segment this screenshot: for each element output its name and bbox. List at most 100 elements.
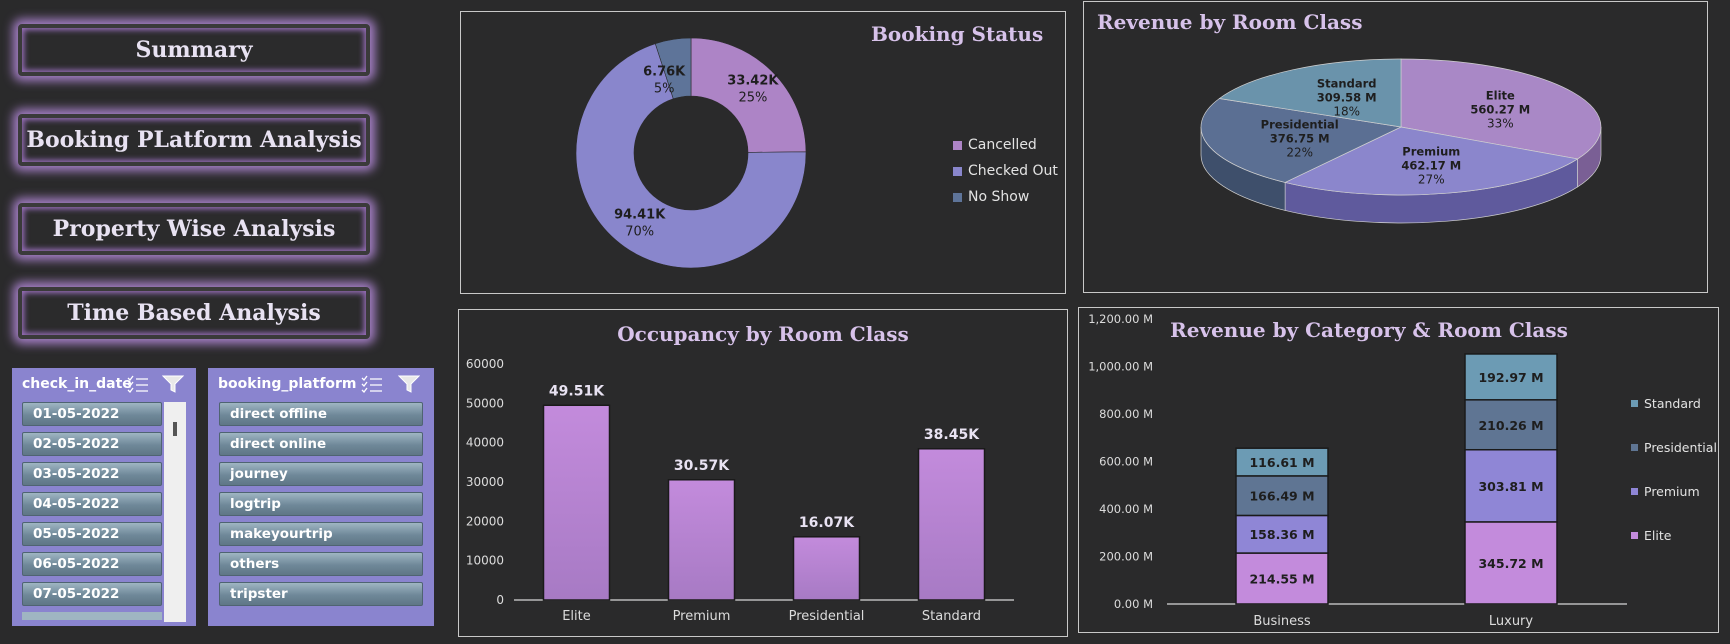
pie-percent-label: 27% [1418,172,1445,186]
legend-label: Presidential [1644,440,1717,455]
slicer-item-platform[interactable]: direct online [219,432,423,456]
y-tick-label: 50000 [466,396,504,410]
bar-data-label: 30.57K [674,458,730,474]
slicer-item-label: 02-05-2022 [33,436,120,452]
legend-label: No Show [968,189,1030,205]
booking-status-title: Booking Status [871,22,1044,46]
booking-platform-slicer-title: booking_platform [218,376,357,392]
slicer-item-label: logtrip [230,496,281,512]
y-tick-label: 0.00 M [1114,597,1153,611]
revenue-by-category-stacked-chart: 0.00 M 200.00 M 400.00 M 600.00 M 800.00 M 1,… [1088,312,1627,629]
booking-platform-analysis-label: Booking PLatform Analysis [26,127,362,153]
x-tick-label: Business [1253,614,1311,629]
slicer-item-date[interactable]: 02-05-2022 [22,432,162,456]
bar-data-label: 49.51K [549,383,605,399]
donut-slice-cancelled [690,37,807,153]
slicer-item-date[interactable]: 01-05-2022 [22,402,162,426]
y-tick-label: 400.00 M [1099,502,1153,516]
x-tick-label: Standard [922,609,981,624]
donut-value-label: 6.76K [643,64,686,79]
bar-data-label: 38.45K [924,427,980,443]
y-tick-label: 200.00 M [1099,550,1153,564]
occupancy-title: Occupancy by Room Class [617,322,909,346]
bar-elite [542,404,611,601]
donut-slice-checked-out [575,43,807,269]
property-wise-analysis-button[interactable]: Property Wise Analysis [18,203,370,255]
y-tick-label: 1,200.00 M [1088,312,1153,326]
pie-value-label: 376.75 M [1270,132,1330,146]
bar-premium [667,479,736,601]
check-in-date-slicer-header: check_in_date [12,368,196,400]
y-tick-label: 600.00 M [1099,455,1153,469]
slicer-item-date[interactable]: 05-05-2022 [22,522,162,546]
legend-item-no-show: No Show [953,189,1029,205]
stack-data-label: 166.49 M [1249,489,1314,504]
slicer-item-label: others [230,556,280,572]
slicer-item-partial [22,612,162,620]
stack-data-label: 345.72 M [1478,556,1543,571]
y-tick-label: 60000 [466,357,504,371]
y-tick-label: 20000 [466,514,504,528]
slicer-scrollbar[interactable] [164,402,186,622]
time-based-analysis-button[interactable]: Time Based Analysis [18,287,370,339]
x-tick-label: Premium [673,609,731,624]
pie-value-label: 462.17 M [1401,158,1461,172]
pie-category-label: Presidential [1261,118,1339,132]
slicer-item-label: 03-05-2022 [33,466,120,482]
slicer-item-label: journey [230,466,288,482]
slicer-item-platform[interactable]: journey [219,462,423,486]
legend-swatch [953,192,962,202]
donut-value-label: 94.41K [614,208,666,223]
slicer-item-label: 06-05-2022 [33,556,120,572]
slicer-item-platform[interactable]: tripster [219,582,423,606]
donut-percent-label: 25% [738,90,767,105]
booking-platform-analysis-button[interactable]: Booking PLatform Analysis [18,114,370,166]
slicer-item-date[interactable]: 07-05-2022 [22,582,162,606]
pie-slice-standard [1218,58,1402,128]
scrollbar-thumb[interactable] [173,422,177,436]
summary-button[interactable]: Summary [18,24,370,76]
stack-data-label: 158.36 M [1249,527,1314,542]
pie-percent-label: 18% [1333,104,1360,118]
slicer-item-date[interactable]: 04-05-2022 [22,492,162,516]
occupancy-chart-panel: Occupancy by Room Class 0 10000 20000 30000… [458,309,1068,637]
slicer-item-platform[interactable]: makeyourtrip [219,522,423,546]
check-in-date-slicer: check_in_date 01-05-2022 02-05-2022 03-0… [12,368,196,626]
slicer-item-label: direct online [230,436,327,452]
pie-category-label: Standard [1317,76,1377,90]
revenue-by-category-panel: Revenue by Category & Room Class 0.00 M 2… [1078,307,1719,633]
booking-platform-slicer-header: booking_platform [208,368,434,400]
legend-label: Cancelled [968,137,1037,153]
legend-label: Standard [1644,396,1701,411]
legend-label: Elite [1644,528,1672,543]
multi-select-icon[interactable] [360,374,384,394]
stack-segment-premium [1464,448,1558,523]
stack-segment-elite [1235,552,1329,605]
stack-data-label: 214.55 M [1249,572,1314,587]
slicer-item-platform[interactable]: others [219,552,423,576]
multi-select-icon[interactable] [126,374,150,394]
y-tick-label: 800.00 M [1099,407,1153,421]
stack-data-label: 210.26 M [1478,418,1543,433]
clear-filter-icon[interactable] [162,374,184,394]
slicer-item-label: 05-05-2022 [33,526,120,542]
pie-value-label: 560.27 M [1470,103,1530,117]
clear-filter-icon[interactable] [398,374,420,394]
y-tick-label: 40000 [466,436,504,450]
legend-swatch [1631,532,1638,539]
legend-swatch [1631,444,1638,451]
slicer-item-date[interactable]: 06-05-2022 [22,552,162,576]
x-tick-label: Elite [562,609,591,624]
legend-swatch [953,166,962,176]
check-in-date-slicer-title: check_in_date [22,376,132,392]
slicer-item-label: direct offline [230,406,327,422]
slicer-item-platform[interactable]: logtrip [219,492,423,516]
x-tick-label: Presidential [789,609,865,624]
y-tick-label: 10000 [466,554,504,568]
slicer-item-date[interactable]: 03-05-2022 [22,462,162,486]
revenue-by-category-title: Revenue by Category & Room Class [1170,318,1568,342]
time-based-analysis-label: Time Based Analysis [67,300,321,326]
slicer-item-platform[interactable]: direct offline [219,402,423,426]
pie-percent-label: 22% [1286,146,1313,160]
bar-standard [917,448,986,601]
